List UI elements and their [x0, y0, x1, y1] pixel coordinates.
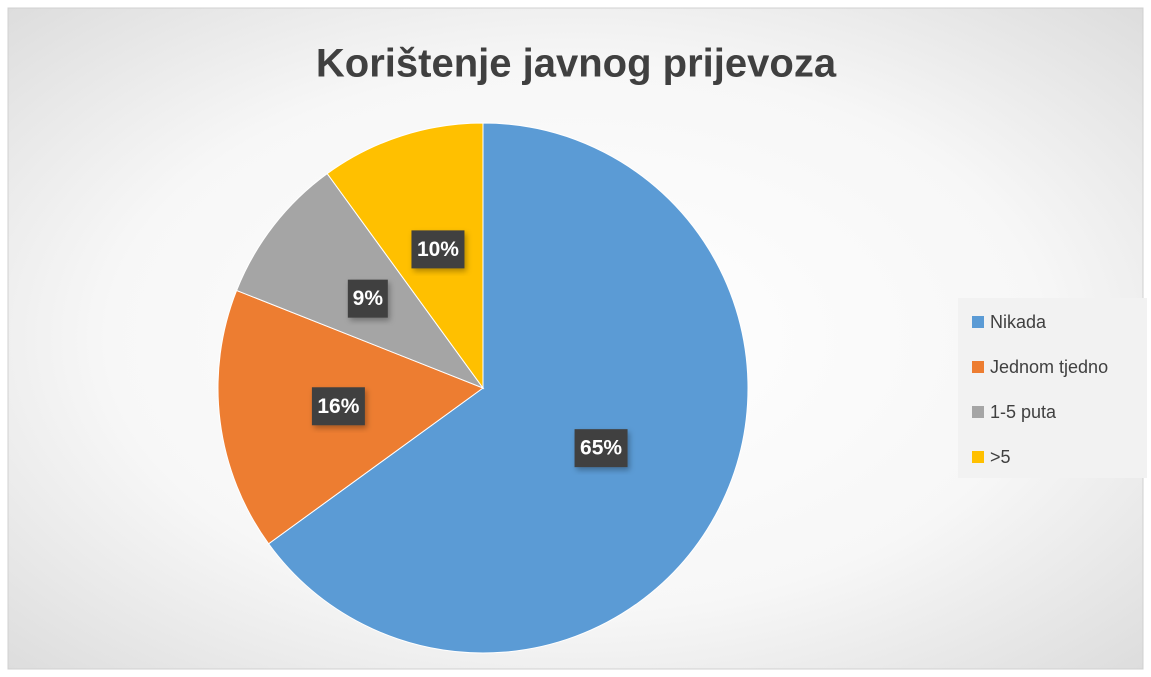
data-label-box: [311, 387, 365, 426]
chart-title: Korištenje javnog prijevoza: [316, 42, 837, 86]
data-label-box: [347, 279, 388, 318]
legend-label: Nikada: [990, 312, 1047, 332]
legend-label: >5: [990, 447, 1011, 467]
data-label: 16%: [317, 395, 359, 418]
data-label: 65%: [580, 437, 622, 460]
legend-swatch: [972, 406, 984, 418]
legend-swatch: [972, 451, 984, 463]
data-label-box: [574, 429, 628, 468]
legend-swatch: [972, 316, 984, 328]
legend-swatch: [972, 361, 984, 373]
legend-label: Jednom tjedno: [990, 357, 1108, 377]
pie-slice: [326, 122, 484, 390]
data-label-box: [411, 230, 465, 269]
data-label: 9%: [353, 287, 384, 310]
legend-label: 1-5 puta: [990, 402, 1057, 422]
pie-slice: [267, 122, 749, 654]
legend-box: [958, 298, 1147, 478]
data-label: 10%: [417, 238, 459, 261]
